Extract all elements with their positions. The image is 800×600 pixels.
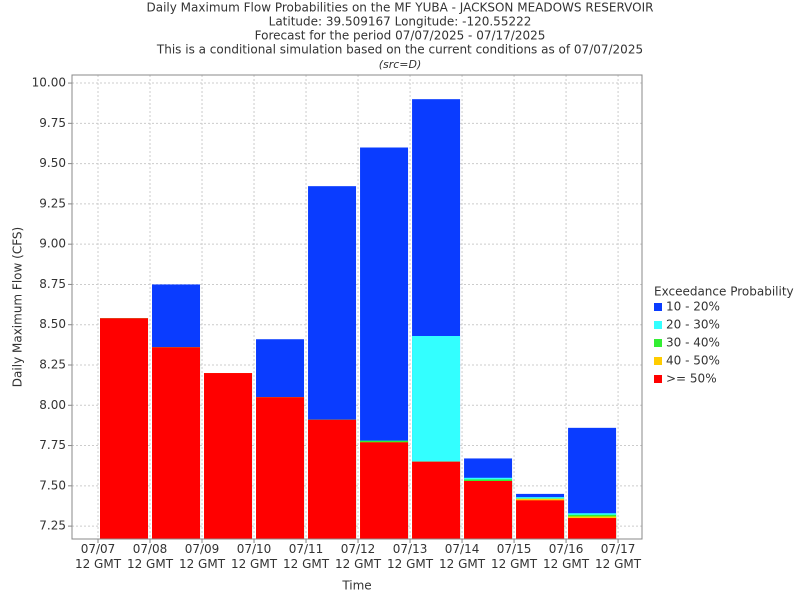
y-axis-label: Daily Maximum Flow (CFS) <box>11 227 25 387</box>
y-tick-label: 9.75 <box>39 116 66 130</box>
legend-label: 40 - 50% <box>666 354 720 368</box>
x-tick-label: 07/09 12 GMT <box>178 542 226 571</box>
title-line: Forecast for the period 07/07/2025 - 07/… <box>255 29 546 43</box>
y-tick-label: 7.25 <box>39 519 66 533</box>
x-tick-label: 07/08 12 GMT <box>126 542 174 571</box>
legend-swatch <box>654 357 662 365</box>
legend-label: 30 - 40% <box>666 336 720 350</box>
x-tick-label: 07/11 12 GMT <box>282 542 330 571</box>
bar <box>464 481 513 539</box>
bar <box>100 318 149 539</box>
legend-title: Exceedance Probability <box>654 285 794 299</box>
y-tick-label: 8.50 <box>39 317 66 331</box>
y-tick-label: 7.75 <box>39 438 66 452</box>
legend-label: 20 - 30% <box>666 318 720 332</box>
x-tick-label: 07/16 12 GMT <box>543 542 590 571</box>
x-tick-label: 07/15 12 GMT <box>491 542 538 571</box>
title-line: This is a conditional simulation based o… <box>156 43 643 57</box>
x-tick-label: 07/12 12 GMT <box>334 542 382 571</box>
y-tick-label: 8.25 <box>39 358 66 372</box>
bar <box>308 419 357 539</box>
bar <box>412 461 461 539</box>
legend-swatch <box>654 303 662 311</box>
y-tick-label: 9.00 <box>39 237 66 251</box>
title-line: Latitude: 39.509167 Longitude: -120.5522… <box>269 15 532 29</box>
title-line: Daily Maximum Flow Probabilities on the … <box>147 1 654 15</box>
bar <box>568 518 617 539</box>
y-tick-label: 9.25 <box>39 196 66 210</box>
x-tick-label: 07/14 12 GMT <box>439 542 486 571</box>
y-tick-label: 9.50 <box>39 156 66 170</box>
legend-swatch <box>654 321 662 329</box>
bar <box>152 347 201 539</box>
legend-swatch <box>654 375 662 383</box>
x-tick-label: 07/17 12 GMT <box>595 542 642 571</box>
x-tick-label: 07/07 12 GMT <box>74 542 122 571</box>
x-axis-label: Time <box>341 579 371 593</box>
legend-label: >= 50% <box>666 372 717 386</box>
x-tick-label: 07/13 12 GMT <box>387 542 434 571</box>
y-tick-label: 10.00 <box>32 76 66 90</box>
bar <box>256 397 305 539</box>
legend-label: 10 - 20% <box>666 300 720 314</box>
bar <box>204 373 253 539</box>
x-tick-label: 07/10 12 GMT <box>230 542 278 571</box>
y-tick-label: 8.75 <box>39 277 66 291</box>
y-tick-label: 7.50 <box>39 478 66 492</box>
y-tick-label: 8.00 <box>39 398 66 412</box>
bar <box>360 442 409 539</box>
bar <box>516 500 565 539</box>
subtitle: (src=D) <box>379 58 422 71</box>
plot-border <box>71 74 643 540</box>
legend-swatch <box>654 339 662 347</box>
